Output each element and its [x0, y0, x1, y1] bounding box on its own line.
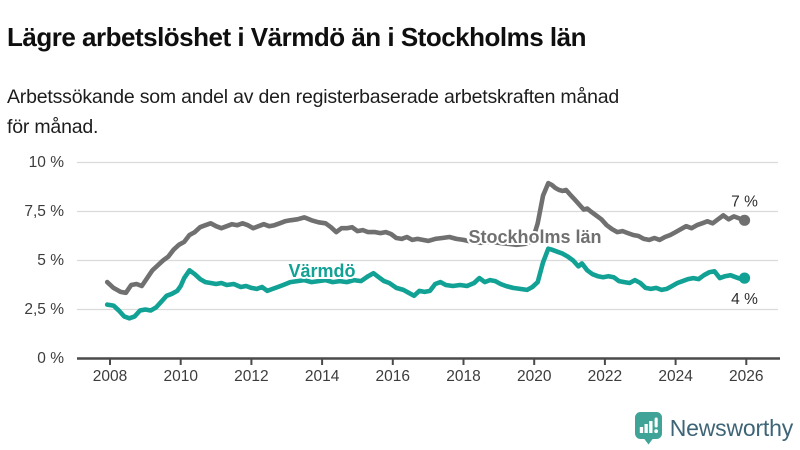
- x-tick-label-2024: 2024: [658, 368, 693, 385]
- series-end-label-varmdo: 4 %: [731, 291, 758, 308]
- logo-exclamation-dot: [653, 429, 658, 434]
- subtitle-line-1: Arbetssökande som andel av den registerb…: [7, 85, 620, 108]
- series-label-stockholms-lan: Stockholms län: [468, 227, 601, 247]
- x-tick-label-2018: 2018: [446, 368, 480, 385]
- x-tick-label-2020: 2020: [517, 368, 552, 385]
- y-tick-label-7.5: 7,5 %: [24, 203, 64, 220]
- series-line-stockholms-lan: [104, 180, 747, 296]
- logo-bar-2: [644, 424, 648, 433]
- x-tick-label-2026: 2026: [729, 368, 763, 385]
- newsworthy-logo[interactable]: Newsworthy: [634, 411, 793, 445]
- x-tick-label-2012: 2012: [234, 368, 268, 385]
- y-tick-label-2.5: 2,5 %: [24, 301, 64, 318]
- series-line-varmdo: [104, 246, 747, 321]
- x-tick-label-2014: 2014: [305, 368, 340, 385]
- page-title: Lägre arbetslöshet i Värmdö än i Stockho…: [7, 22, 587, 53]
- series-label-varmdo: Värmdö: [288, 261, 355, 281]
- newsworthy-wordmark: Newsworthy: [669, 414, 793, 441]
- x-tick-label-2022: 2022: [588, 368, 622, 385]
- x-tick-label-2008: 2008: [93, 368, 127, 385]
- x-tick-label-2016: 2016: [376, 368, 410, 385]
- y-tick-label-0: 0 %: [37, 350, 64, 367]
- y-tick-label-10: 10 %: [29, 154, 65, 171]
- series-end-dot-varmdo: [738, 272, 751, 284]
- y-tick-label-5: 5 %: [37, 252, 64, 269]
- series-end-label-stockholms-lan: 7 %: [731, 193, 758, 210]
- logo-exclamation-stem: [654, 417, 658, 428]
- x-tick-label-2010: 2010: [163, 368, 198, 385]
- subtitle-line-2: för månad.: [7, 115, 99, 138]
- chart-subtitle: Arbetssökande som andel av den registerb…: [7, 82, 793, 142]
- newsworthy-logo-icon: [634, 412, 662, 445]
- logo-bar-3: [648, 421, 653, 433]
- logo-bar-1: [639, 427, 643, 433]
- series-end-dot-stockholms-lan: [738, 214, 751, 226]
